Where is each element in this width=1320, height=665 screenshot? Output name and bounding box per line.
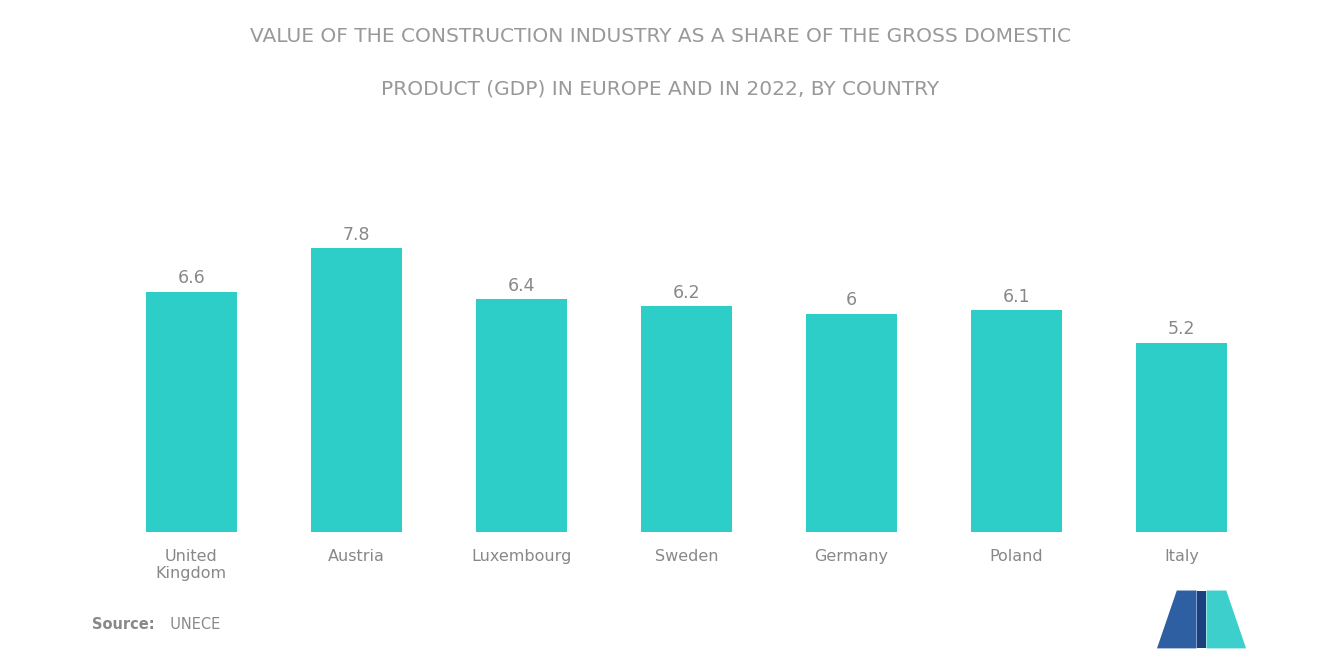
Bar	[807, 314, 896, 532]
Text: 6.4: 6.4	[508, 277, 535, 295]
Text: 7.8: 7.8	[343, 225, 370, 243]
Text: 6.2: 6.2	[673, 284, 700, 302]
Text: 5.2: 5.2	[1168, 321, 1195, 338]
Text: Source:: Source:	[92, 616, 154, 632]
Text: 6.6: 6.6	[177, 269, 206, 287]
Bar	[312, 248, 401, 532]
Polygon shape	[1206, 591, 1246, 648]
Text: VALUE OF THE CONSTRUCTION INDUSTRY AS A SHARE OF THE GROSS DOMESTIC: VALUE OF THE CONSTRUCTION INDUSTRY AS A …	[249, 27, 1071, 46]
Text: 6.1: 6.1	[1003, 287, 1030, 306]
Bar	[972, 310, 1061, 532]
Text: 6: 6	[846, 291, 857, 309]
Text: PRODUCT (GDP) IN EUROPE AND IN 2022, BY COUNTRY: PRODUCT (GDP) IN EUROPE AND IN 2022, BY …	[381, 80, 939, 99]
Polygon shape	[1196, 591, 1206, 648]
Bar	[147, 292, 236, 532]
Bar	[1137, 342, 1226, 532]
Text: UNECE: UNECE	[161, 616, 220, 632]
Bar	[642, 307, 731, 532]
Polygon shape	[1156, 591, 1196, 648]
Bar	[477, 299, 566, 532]
